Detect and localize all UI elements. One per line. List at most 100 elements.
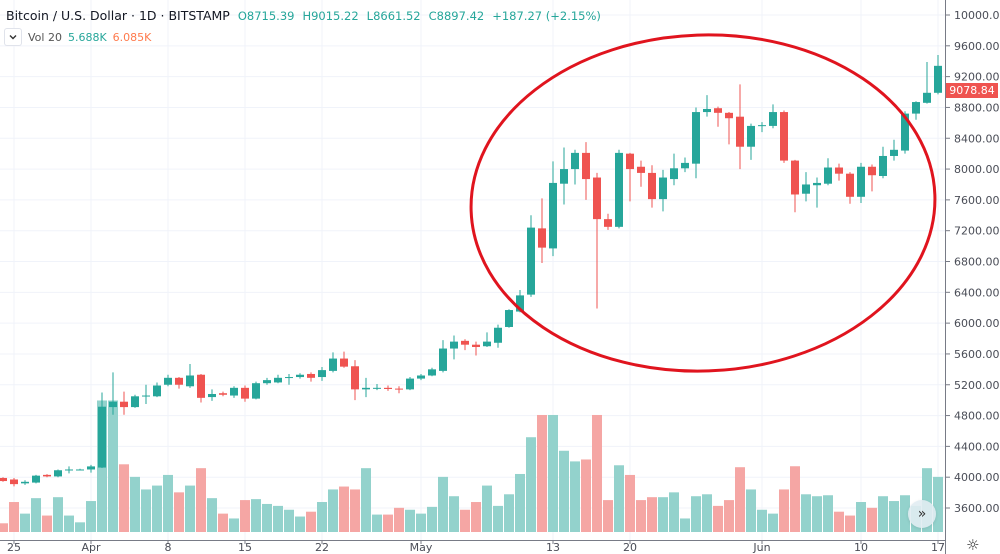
candle[interactable] (483, 332, 491, 348)
candle[interactable] (648, 165, 656, 208)
candle[interactable] (934, 55, 942, 95)
candle[interactable] (604, 213, 612, 230)
candle[interactable] (824, 158, 832, 186)
candle[interactable] (153, 382, 161, 398)
candle[interactable] (54, 469, 62, 478)
candle[interactable] (21, 480, 29, 485)
candle[interactable] (692, 107, 700, 179)
candle[interactable] (560, 147, 568, 205)
candle[interactable] (329, 352, 337, 373)
candle[interactable] (879, 146, 887, 179)
candle[interactable] (318, 367, 326, 381)
candle[interactable] (791, 159, 799, 213)
candle[interactable] (43, 474, 51, 478)
candle[interactable] (296, 373, 304, 379)
candle[interactable] (912, 101, 920, 120)
candle[interactable] (439, 340, 447, 373)
candle[interactable] (670, 153, 678, 186)
candle[interactable] (120, 391, 128, 415)
candle[interactable] (582, 142, 590, 200)
candle[interactable] (747, 123, 755, 160)
candle[interactable] (219, 391, 227, 397)
candle[interactable] (351, 360, 359, 401)
candle[interactable] (703, 95, 711, 117)
candle[interactable] (76, 468, 84, 471)
candle[interactable] (307, 372, 315, 382)
candle-body (87, 466, 95, 470)
candle[interactable] (65, 466, 73, 474)
candle[interactable] (846, 172, 854, 204)
candle[interactable] (362, 377, 370, 398)
candle[interactable] (780, 110, 788, 163)
candle[interactable] (263, 377, 271, 385)
candle[interactable] (373, 383, 381, 391)
candle[interactable] (406, 377, 414, 391)
candle[interactable] (164, 374, 172, 387)
candle[interactable] (637, 160, 645, 187)
volume-bar (504, 494, 514, 532)
symbol-title[interactable]: Bitcoin / U.S. Dollar · 1D · BITSTAMP (6, 8, 230, 23)
candle[interactable] (98, 392, 106, 468)
volume-indicator-name[interactable]: Vol 20 (28, 30, 62, 44)
volume-bar (163, 474, 173, 532)
candle[interactable] (32, 474, 40, 484)
price-axis[interactable]: 10000.00 9600.00 9200.00 8800.00 8400.00 8000… (945, 9, 1000, 515)
candle[interactable] (450, 335, 458, 360)
candle[interactable] (340, 351, 348, 368)
candle[interactable] (868, 164, 876, 192)
candle[interactable] (472, 341, 480, 356)
candle[interactable] (857, 162, 865, 203)
candle[interactable] (10, 477, 18, 487)
candle[interactable] (197, 373, 205, 403)
candle[interactable] (252, 381, 260, 400)
candle[interactable] (571, 149, 579, 185)
price-tick-label: 3600.00 (954, 502, 1000, 515)
candle[interactable] (417, 373, 425, 381)
candle[interactable] (461, 339, 469, 351)
candle[interactable] (813, 177, 821, 208)
volume-bar (680, 518, 690, 532)
candle[interactable] (0, 477, 7, 482)
candle[interactable] (87, 464, 95, 473)
candle[interactable] (230, 386, 238, 398)
candle[interactable] (538, 198, 546, 264)
time-axis[interactable]: 25 Apr 8 15 22 May 13 20 Jun 10 17 (7, 540, 945, 554)
candle[interactable] (714, 106, 722, 127)
candle[interactable] (527, 215, 535, 297)
candle[interactable] (384, 385, 392, 391)
chart-settings-button[interactable]: ☼ (966, 536, 979, 554)
candle[interactable] (505, 309, 513, 328)
candle[interactable] (626, 152, 634, 202)
candle[interactable] (923, 61, 931, 104)
candle[interactable] (131, 394, 139, 408)
candle[interactable] (142, 384, 150, 405)
candle[interactable] (274, 374, 282, 384)
candle[interactable] (890, 139, 898, 161)
candle[interactable] (615, 149, 623, 229)
candle[interactable] (769, 104, 777, 129)
candle[interactable] (285, 373, 293, 385)
candle[interactable] (659, 169, 667, 212)
candle[interactable] (428, 367, 436, 377)
candle[interactable] (109, 372, 117, 415)
candle[interactable] (549, 161, 557, 257)
candle[interactable] (395, 386, 403, 394)
candle[interactable] (593, 172, 601, 309)
candle[interactable] (186, 363, 194, 388)
legend-collapse-button[interactable] (4, 28, 22, 46)
candle[interactable] (835, 163, 843, 181)
volume-bar (625, 474, 635, 532)
candle[interactable] (758, 122, 766, 133)
candle[interactable] (208, 389, 216, 401)
candle[interactable] (725, 112, 733, 145)
candle[interactable] (681, 157, 689, 173)
candle-body (604, 219, 612, 227)
candle[interactable] (802, 172, 810, 202)
candle[interactable] (241, 385, 249, 402)
candle[interactable] (494, 324, 502, 348)
candle[interactable] (175, 377, 183, 389)
volume-bar (9, 502, 19, 532)
candle[interactable] (736, 84, 744, 170)
scroll-to-realtime-button[interactable]: » (908, 500, 936, 528)
